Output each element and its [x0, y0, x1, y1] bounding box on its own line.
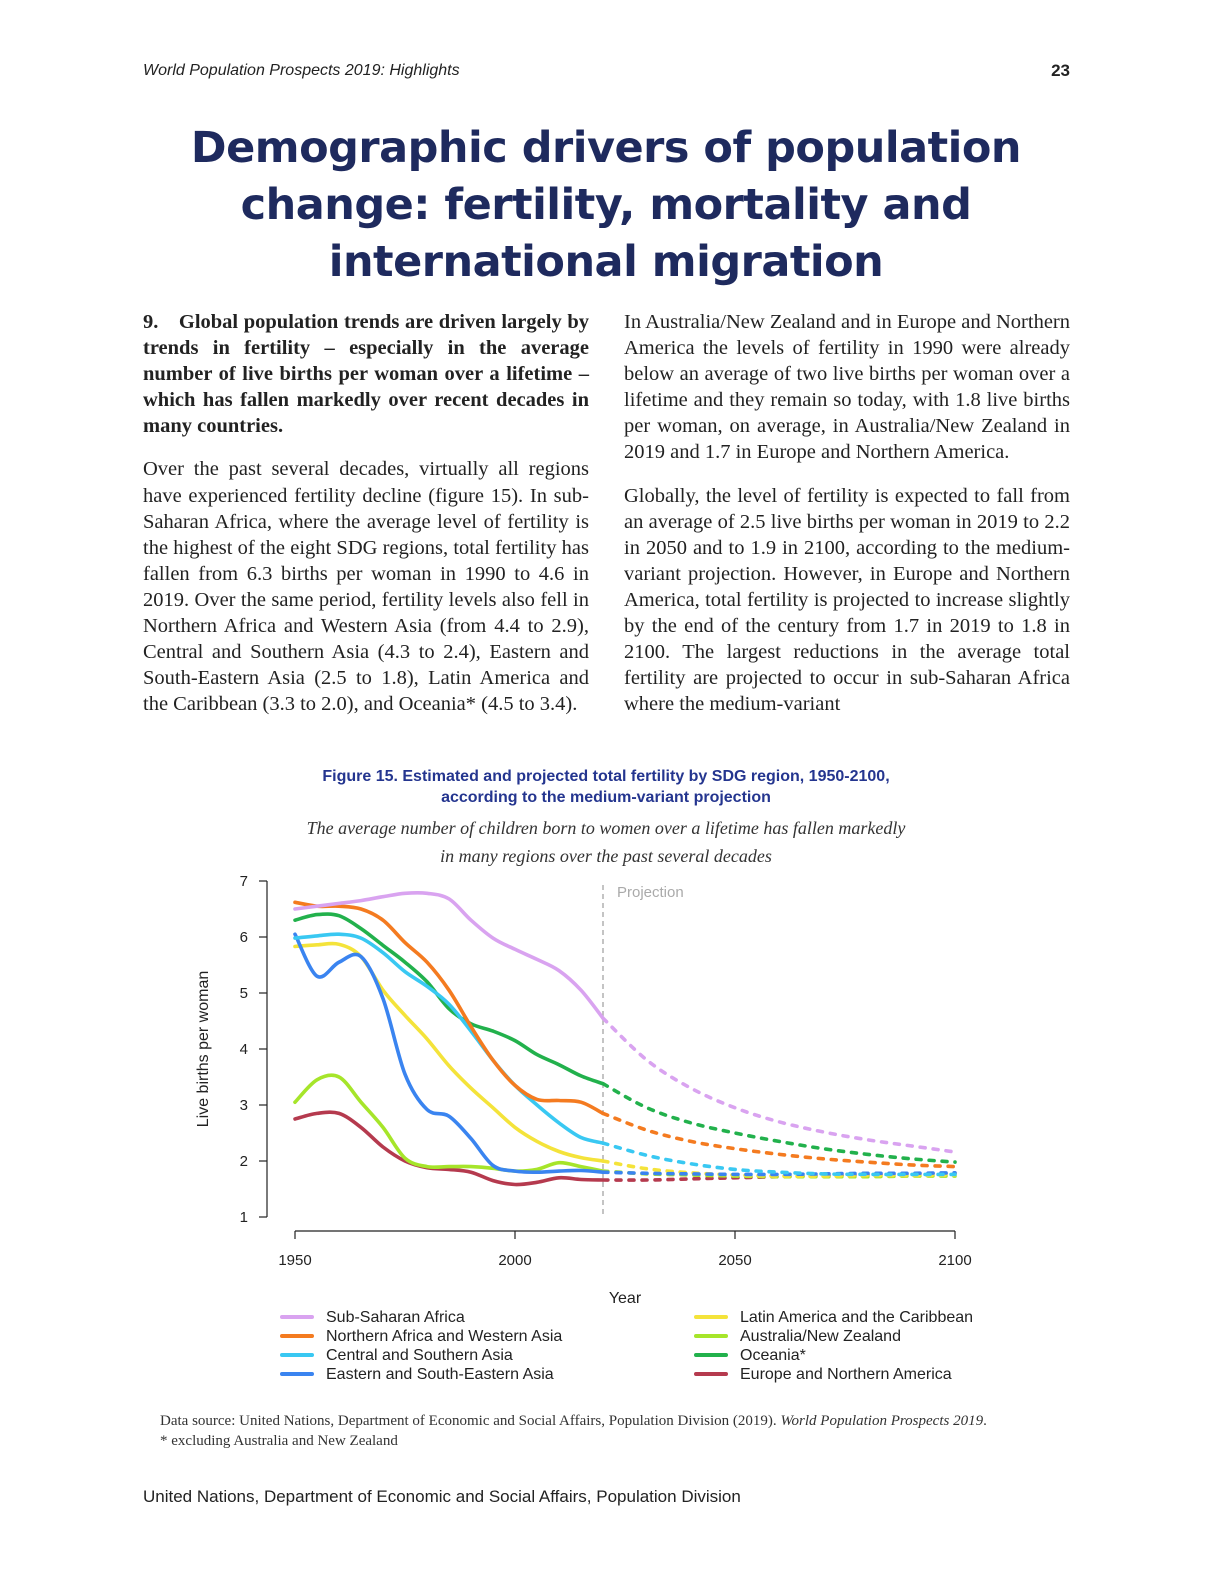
- legend-column-right: Latin America and the Caribbean Australia…: [694, 1308, 973, 1384]
- y-tick-label: 1: [240, 1209, 248, 1226]
- body-paragraph: Globally, the level of fertility is expe…: [624, 484, 1070, 716]
- figure-notes: Data source: United Nations, Department …: [160, 1411, 1060, 1451]
- legend-label: Sub-Saharan Africa: [326, 1309, 465, 1326]
- x-tick-label: 2050: [718, 1252, 751, 1269]
- series-line-estimate: [293, 900, 605, 1116]
- body-paragraph: Over the past several decades, virtually…: [143, 458, 589, 716]
- legend-item: Sub-Saharan Africa: [280, 1308, 562, 1327]
- section-title: Demographic drivers of population change…: [190, 123, 1022, 287]
- series-line-projection: [601, 1171, 957, 1182]
- series-line-estimate: [293, 932, 605, 1174]
- series-line-projection: [601, 1159, 957, 1179]
- y-tick-label: 5: [240, 985, 248, 1002]
- right-column: In Australia/New Zealand and in Europe a…: [624, 309, 1070, 734]
- legend-label: Northern Africa and Western Asia: [326, 1328, 563, 1345]
- left-column: 9. Global population trends are driven l…: [143, 309, 589, 734]
- series-line-estimate: [293, 932, 605, 1145]
- y-axis-label: Live births per woman: [195, 971, 212, 1128]
- legend-item: Eastern and South-Eastern Asia: [280, 1365, 562, 1384]
- figure-subtitle-line: The average number of children born to w…: [306, 818, 906, 838]
- legend-item: Oceania*: [694, 1346, 973, 1365]
- legend-item: Latin America and the Caribbean: [694, 1308, 973, 1327]
- series-line-estimate: [293, 890, 605, 1020]
- legend-swatch: [280, 1333, 314, 1338]
- legend-swatch: [280, 1371, 314, 1376]
- figure-title-line: according to the medium-variant projecti…: [441, 789, 771, 806]
- series-line-projection: [601, 1170, 957, 1177]
- x-tick-label: 2100: [938, 1252, 971, 1269]
- series-line-estimate: [293, 1110, 605, 1187]
- legend-label: Europe and Northern America: [740, 1366, 952, 1383]
- series-line-projection: [601, 1111, 957, 1169]
- body-paragraph: In Australia/New Zealand and in Europe a…: [624, 311, 1070, 464]
- y-tick-label: 3: [240, 1097, 248, 1114]
- legend-swatch: [694, 1352, 728, 1357]
- legend-item: Northern Africa and Western Asia: [280, 1327, 562, 1346]
- figure-title: Figure 15. Estimated and projected total…: [143, 766, 1069, 808]
- legend-swatch: [694, 1371, 728, 1376]
- y-tick-label: 2: [240, 1153, 248, 1170]
- data-source-suffix: .: [983, 1413, 987, 1429]
- legend-label: Oceania*: [740, 1347, 806, 1364]
- projection-label: Projection: [617, 884, 684, 901]
- data-source-prefix: Data source: United Nations, Department …: [160, 1413, 781, 1429]
- legend-swatch: [280, 1314, 314, 1319]
- legend-label: Latin America and the Caribbean: [740, 1309, 974, 1326]
- legend-swatch: [694, 1314, 728, 1319]
- figure-subtitle-line: in many regions over the past several de…: [440, 846, 772, 866]
- data-source: Data source: United Nations, Department …: [160, 1411, 1060, 1431]
- legend-item: Europe and Northern America: [694, 1365, 973, 1384]
- y-tick-label: 4: [240, 1041, 248, 1058]
- x-tick-label: 1950: [278, 1252, 311, 1269]
- series-line-projection: [601, 1141, 957, 1177]
- series-line-estimate: [293, 941, 605, 1163]
- legend-label: Australia/New Zealand: [740, 1328, 901, 1345]
- x-axis-label: Year: [609, 1290, 642, 1307]
- x-tick-label: 2000: [498, 1252, 531, 1269]
- data-source-title: World Population Prospects 2019: [780, 1413, 984, 1429]
- y-tick-label: 6: [240, 929, 248, 946]
- legend-label: Eastern and South-Eastern Asia: [326, 1366, 554, 1383]
- legend-item: Australia/New Zealand: [694, 1327, 973, 1346]
- series-line-projection: [601, 1016, 957, 1154]
- page-footer: United Nations, Department of Economic a…: [143, 1487, 741, 1506]
- legend-swatch: [694, 1333, 728, 1338]
- y-tick-label: 7: [240, 873, 248, 890]
- footnote: * excluding Australia and New Zealand: [160, 1433, 398, 1449]
- running-title: World Population Prospects 2019: Highlig…: [143, 62, 460, 79]
- series-line-projection: [601, 1081, 957, 1164]
- legend-item: Central and Southern Asia: [280, 1346, 562, 1365]
- figure-title-line: Figure 15. Estimated and projected total…: [322, 768, 890, 785]
- legend-swatch: [280, 1352, 314, 1357]
- legend-column-left: Sub-Saharan Africa Northern Africa and We…: [280, 1308, 562, 1384]
- figure-subtitle: The average number of children born to w…: [143, 814, 1069, 870]
- series-line-estimate: [293, 912, 605, 1086]
- legend-label: Central and Southern Asia: [326, 1347, 513, 1364]
- fertility-line-chart: 1 2 3 4 5 6 7 1950 2000 2050 2100 Year Live births p…: [195, 873, 972, 1307]
- page-number: 23: [1051, 61, 1070, 80]
- lead-paragraph: 9. Global population trends are driven l…: [143, 311, 589, 438]
- series-line-estimate: [293, 1073, 605, 1173]
